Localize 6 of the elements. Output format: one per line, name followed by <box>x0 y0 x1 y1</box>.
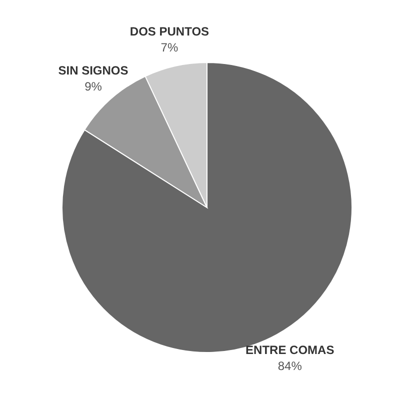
slice-label: ENTRE COMAS <box>246 343 334 358</box>
data-label: 9% <box>84 79 102 94</box>
data-label: 84% <box>278 359 302 374</box>
slice-label: SIN SIGNOS <box>58 63 128 78</box>
data-label: 7% <box>160 40 178 55</box>
slice-label: DOS PUNTOS <box>130 24 210 39</box>
